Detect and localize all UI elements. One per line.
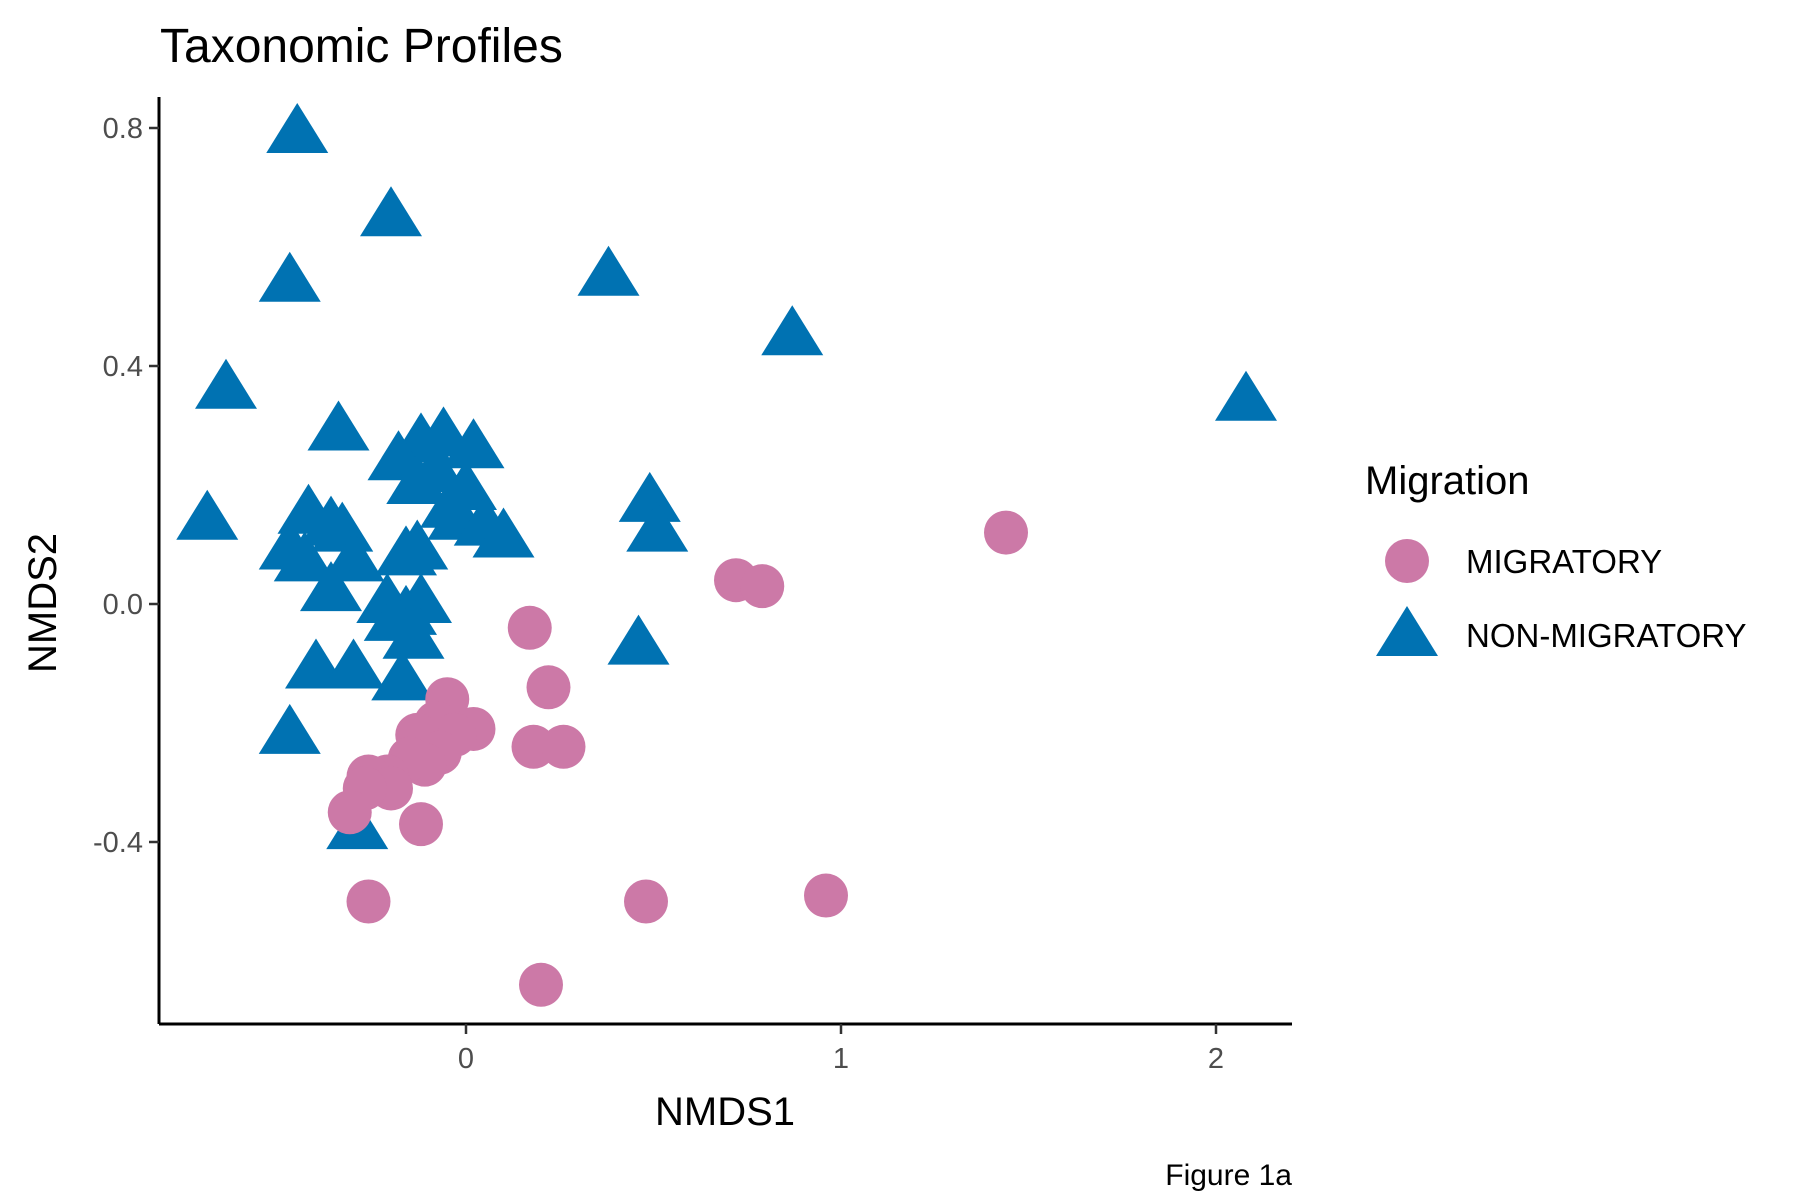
y-tick-label: 0.8: [103, 113, 143, 145]
non-migratory-point: [273, 531, 336, 582]
figure-caption: Figure 1a: [1165, 1159, 1292, 1192]
x-ticks: 0 1 2: [458, 1024, 1224, 1075]
migratory-point: [740, 564, 785, 609]
migratory-point: [399, 802, 443, 847]
migratory-point: [804, 873, 848, 918]
x-tick-label: 1: [833, 1043, 849, 1075]
migratory-point: [327, 790, 372, 835]
non-migratory-point: [472, 507, 535, 558]
non-migratory-point: [382, 608, 445, 659]
data-points: [176, 102, 1277, 1007]
non-migratory-point: [626, 501, 689, 552]
y-axis-title: NMDS2: [21, 533, 65, 673]
non-migratory-point: [258, 703, 321, 754]
non-migratory-point: [307, 400, 370, 451]
y-tick-label: -0.4: [93, 827, 143, 859]
legend-title: Migration: [1365, 459, 1530, 503]
migratory-point: [624, 879, 668, 924]
non-migratory-point: [607, 614, 670, 665]
legend: Migration MIGRATORY NON-MIGRATORY: [1365, 459, 1747, 656]
legend-items: MIGRATORY NON-MIGRATORY: [1376, 539, 1747, 656]
non-migratory-point: [322, 531, 385, 582]
x-axis-title: NMDS1: [655, 1090, 795, 1134]
non-migratory-point: [577, 245, 640, 296]
non-migratory-point: [442, 418, 505, 469]
migratory-point: [507, 605, 552, 650]
non-migratory-point: [266, 102, 329, 153]
migratory-point: [346, 879, 391, 924]
non-migratory-point: [386, 519, 449, 570]
non-migratory-point: [761, 305, 824, 356]
y-tick-label: 0.0: [103, 589, 143, 621]
non-migratory-point: [300, 561, 362, 612]
chart-title: Taxonomic Profiles: [160, 20, 563, 73]
axes: [157, 97, 1292, 1026]
non-migratory-point: [618, 471, 681, 522]
legend-label: MIGRATORY: [1466, 543, 1662, 580]
legend-label: NON-MIGRATORY: [1466, 617, 1747, 654]
legend-key-migratory-icon: [1385, 539, 1429, 583]
non-migratory-point: [371, 650, 434, 701]
y-ticks: -0.4 0.0 0.4 0.8: [93, 113, 159, 859]
non-migratory-point: [258, 251, 321, 302]
non-migratory-point: [176, 489, 239, 540]
migratory-point: [984, 510, 1028, 555]
legend-key-non-migratory-icon: [1376, 606, 1438, 656]
non-migratory-point: [195, 358, 257, 409]
migratory-point: [541, 724, 586, 769]
migratory-point: [519, 962, 563, 1007]
x-tick-label: 0: [458, 1043, 474, 1075]
non-migratory-point: [1215, 370, 1277, 421]
x-tick-label: 2: [1208, 1043, 1224, 1075]
non-migratory-point: [360, 186, 422, 237]
y-tick-label: 0.4: [103, 351, 143, 383]
non-migratory-point: [386, 454, 449, 504]
migratory-point: [526, 665, 571, 710]
non-migratory-point: [322, 638, 385, 689]
